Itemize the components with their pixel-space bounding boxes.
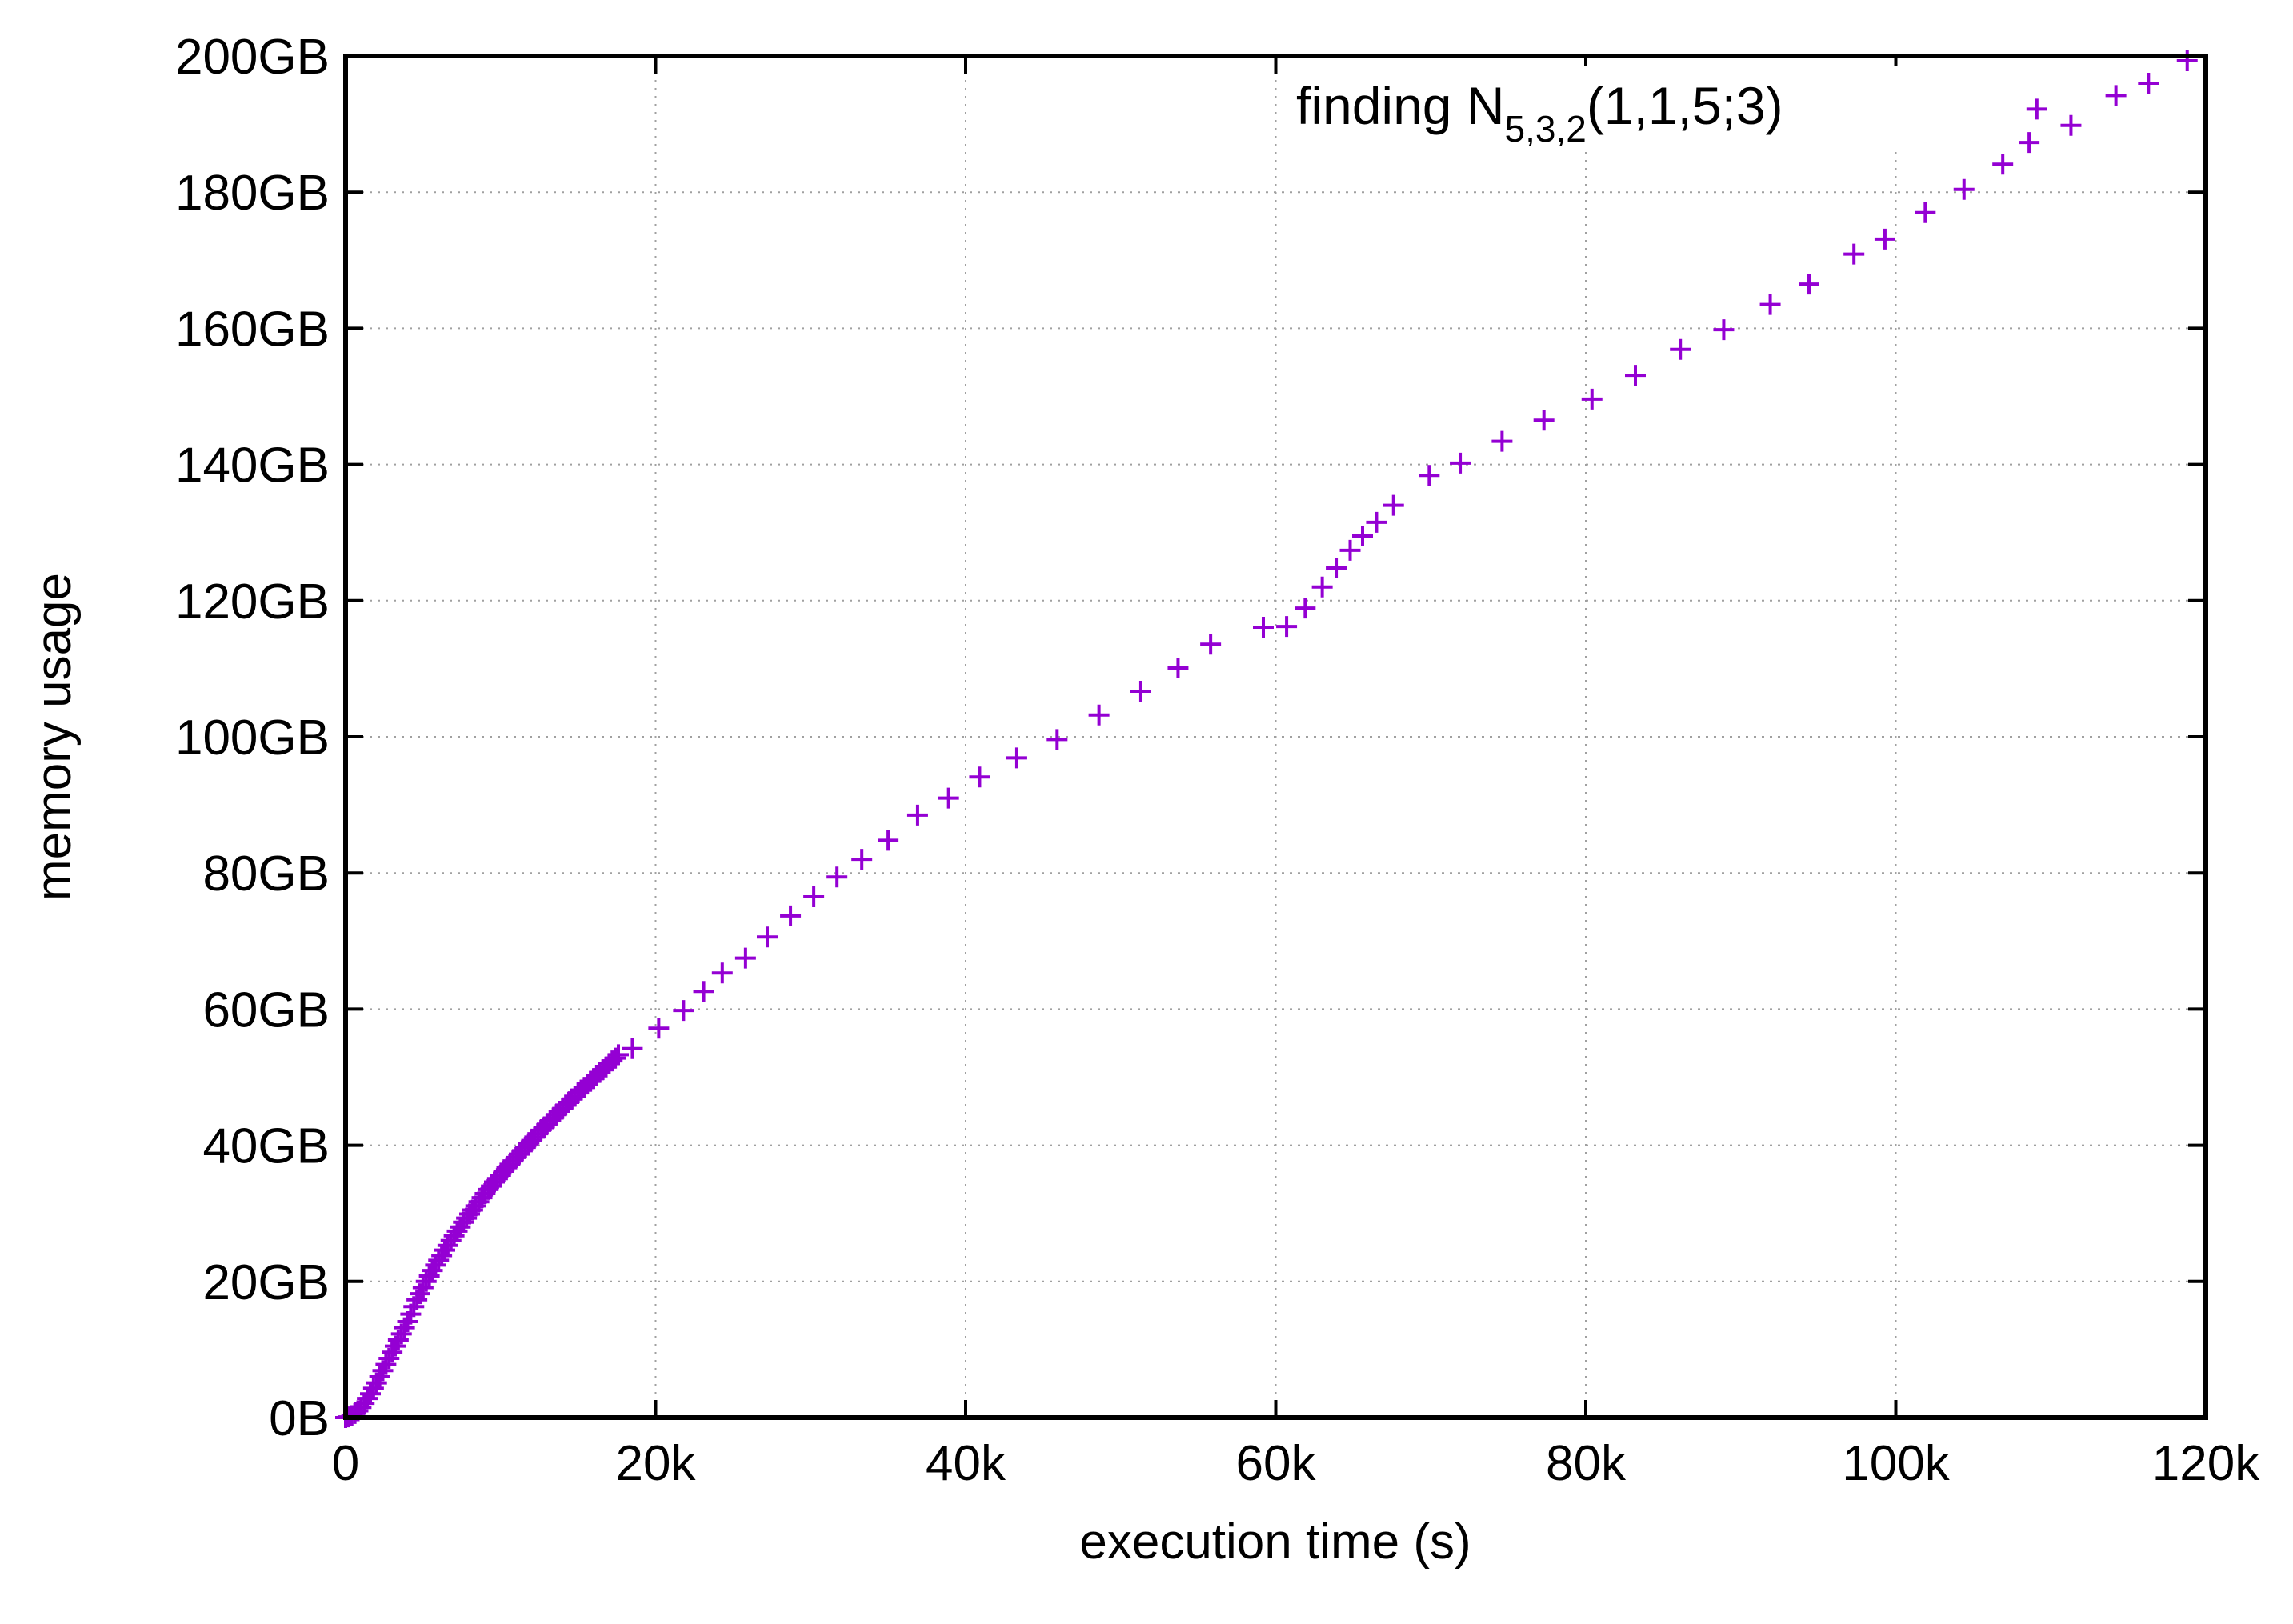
- data-point: [1046, 729, 1068, 750]
- y-tick-label: 120GB: [175, 574, 330, 630]
- data-point: [693, 981, 714, 1002]
- data-point: [622, 1038, 643, 1059]
- data-point: [1295, 598, 1316, 619]
- y-tick-label: 0B: [269, 1391, 330, 1446]
- data-point: [757, 926, 778, 948]
- y-axis-title: memory usage: [26, 573, 82, 901]
- y-tick-label: 140GB: [175, 438, 330, 494]
- data-point: [711, 962, 733, 984]
- data-point: [1200, 634, 1222, 655]
- data-point: [878, 830, 899, 851]
- data-point: [1088, 704, 1110, 726]
- y-tick-label: 60GB: [202, 982, 330, 1038]
- data-point: [2026, 98, 2047, 120]
- data-point: [2138, 73, 2159, 94]
- data-point: [1533, 410, 1555, 431]
- data-point: [1130, 680, 1151, 702]
- y-tick-label: 160GB: [175, 302, 330, 357]
- y-tick-label: 20GB: [202, 1255, 330, 1310]
- legend: finding N5,3,2(1,1,5;3): [1280, 66, 1920, 150]
- data-point: [1253, 616, 1274, 638]
- y-tick-label: 100GB: [175, 710, 330, 766]
- data-point: [1419, 465, 1440, 486]
- legend-suffix: (1,1,5;3): [1587, 76, 1783, 135]
- data-point: [608, 1044, 629, 1066]
- x-tick-label: 120k: [2152, 1436, 2260, 1491]
- data-point: [1843, 243, 1865, 265]
- data-point: [2060, 114, 2082, 136]
- data-point: [1366, 511, 1387, 533]
- y-tick-label: 40GB: [202, 1119, 330, 1174]
- data-point: [1759, 294, 1781, 315]
- data-point: [1992, 154, 2014, 175]
- data-points: [335, 50, 2198, 1428]
- x-tick-label: 60k: [1236, 1436, 1317, 1491]
- data-point: [2019, 132, 2040, 154]
- data-point: [826, 866, 848, 888]
- data-point: [1915, 202, 1936, 223]
- y-tick-label: 200GB: [175, 30, 330, 85]
- data-point: [938, 787, 959, 809]
- data-point: [1006, 747, 1027, 769]
- data-point: [1713, 319, 1735, 341]
- y-tick-label: 180GB: [175, 166, 330, 221]
- data-point: [1339, 539, 1361, 561]
- data-point: [1383, 494, 1404, 516]
- data-point: [734, 947, 756, 969]
- data-point: [648, 1018, 670, 1039]
- x-tick-label: 100k: [1842, 1436, 1950, 1491]
- data-point: [1167, 658, 1189, 679]
- data-point: [1326, 557, 1347, 578]
- data-point: [803, 886, 825, 907]
- grid-lines: [346, 56, 2206, 1418]
- data-point: [1670, 338, 1691, 360]
- data-point: [2176, 50, 2198, 71]
- data-point: [605, 1047, 626, 1069]
- data-point: [1352, 525, 1373, 546]
- data-point: [1799, 274, 1819, 295]
- x-axis-title: execution time (s): [1079, 1514, 1471, 1570]
- y-tick-label: 80GB: [202, 846, 330, 902]
- legend-prefix: finding N: [1296, 76, 1505, 135]
- data-point: [1311, 576, 1333, 598]
- x-tick-labels: 0 20k 40k 60k 80k 100k 120k: [332, 1436, 2260, 1491]
- data-point: [969, 766, 990, 788]
- y-tick-labels: 0B 20GB 40GB 60GB 80GB 100GB 120GB 140GB 160GB 18…: [175, 30, 330, 1446]
- data-point: [780, 905, 802, 926]
- legend-label: finding N5,3,2(1,1,5;3): [1296, 76, 1783, 150]
- legend-background: [1280, 66, 1920, 146]
- data-point: [2105, 85, 2127, 106]
- data-point: [851, 849, 873, 870]
- x-tick-label: 80k: [1546, 1436, 1627, 1491]
- x-tick-label: 40k: [926, 1436, 1006, 1491]
- data-point: [1874, 228, 1895, 250]
- data-point: [1953, 178, 1975, 200]
- data-point: [673, 1000, 694, 1022]
- x-tick-label: 20k: [616, 1436, 697, 1491]
- data-point: [906, 804, 928, 826]
- axis-ticks: [344, 54, 2207, 1419]
- data-point: [1276, 616, 1298, 638]
- data-point: [1625, 365, 1646, 386]
- legend-subscript: 5,3,2: [1505, 108, 1587, 150]
- data-point: [1450, 452, 1471, 474]
- data-point: [1491, 430, 1513, 452]
- x-tick-label: 0: [332, 1436, 359, 1491]
- data-point: [1581, 388, 1603, 410]
